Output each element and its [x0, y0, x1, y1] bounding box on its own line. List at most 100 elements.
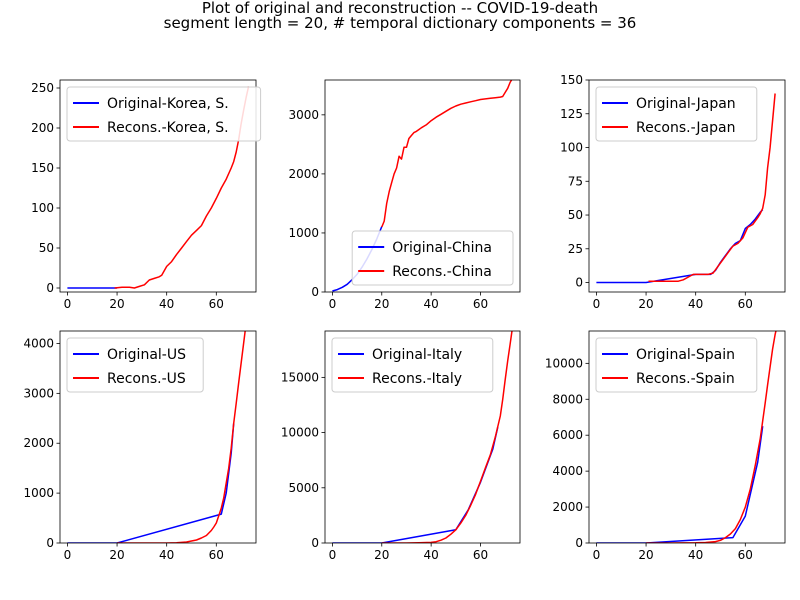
legend-entry: Original-China [392, 240, 492, 256]
y-tick-label: 100 [31, 201, 54, 215]
y-tick-label: 2000 [288, 167, 319, 181]
subplot-spain: 0 20 40 60 0 2000 4000 6000 8000 10000 Original-Sp… [545, 330, 786, 562]
x-tick-label: 40 [688, 548, 703, 562]
y-tick-label: 200 [31, 121, 54, 135]
legend-box [595, 337, 758, 393]
subplot-china: 0 20 40 60 0 1000 2000 3000 Original-China Recons… [288, 79, 521, 311]
x-tick-label: 60 [738, 548, 753, 562]
x-tick-label: 0 [64, 548, 72, 562]
reconstruction-line-korea-s [114, 86, 250, 289]
y-tick-label: 50 [39, 241, 54, 255]
legend-entry: Original-Korea, S. [107, 96, 229, 112]
y-tick-label: 125 [560, 107, 583, 121]
y-tick-label: 5000 [288, 481, 319, 495]
legend-box [331, 337, 494, 393]
axes-frame [588, 330, 786, 544]
legend-entry: Recons.-Korea, S. [107, 120, 229, 136]
reconstruction-line-us [117, 331, 246, 543]
x-tick-label: 0 [593, 297, 601, 311]
y-tick-label: 10000 [281, 426, 319, 440]
reconstruction-line-japan [648, 93, 776, 282]
x-tick-label: 20 [374, 548, 389, 562]
x-tick-label: 60 [209, 548, 224, 562]
x-tick-label: 40 [159, 548, 174, 562]
legend-italy: Original-Italy Recons.-Italy [331, 337, 494, 393]
x-tick-label: 40 [423, 548, 438, 562]
legend-entry: Original-Italy [372, 347, 462, 363]
x-tick-label: 0 [329, 297, 337, 311]
legend-spain: Original-Spain Recons.-Spain [595, 337, 758, 393]
y-tick-label: 0 [575, 276, 583, 290]
x-tick-label: 20 [109, 548, 124, 562]
legend-entry: Recons.-Spain [636, 371, 735, 387]
y-tick-label: 2000 [552, 500, 583, 514]
y-tick-label: 50 [568, 208, 583, 222]
axes-frame [324, 79, 521, 293]
legend-us: Original-US Recons.-US [66, 337, 204, 393]
axes-frame [324, 330, 521, 544]
y-tick-label: 2000 [23, 436, 54, 450]
x-tick-label: 20 [638, 548, 653, 562]
y-tick-label: 25 [568, 242, 583, 256]
legend-box [595, 86, 758, 142]
y-tick-label: 8000 [552, 392, 583, 406]
legend-korea-s: Original-Korea, S. Recons.-Korea, S. [66, 86, 262, 142]
x-tick-label: 40 [159, 297, 174, 311]
x-tick-label: 0 [593, 548, 601, 562]
figure-subtitle: segment length = 20, # temporal dictiona… [163, 14, 637, 32]
legend-japan: Original-Japan Recons.-Japan [595, 86, 758, 142]
y-tick-label: 0 [311, 285, 319, 299]
y-tick-label: 250 [31, 81, 54, 95]
y-tick-label: 150 [31, 161, 54, 175]
x-tick-label: 20 [638, 297, 653, 311]
reconstruction-line-spain [646, 331, 777, 543]
y-tick-label: 0 [46, 281, 54, 295]
x-tick-label: 40 [688, 297, 703, 311]
y-tick-label: 4000 [23, 336, 54, 350]
y-tick-label: 0 [46, 536, 54, 550]
legend-box [66, 86, 262, 142]
subplot-japan: 0 20 40 60 0 25 50 75 100 125 150 Original-Japan Rec… [560, 73, 786, 311]
x-tick-label: 40 [423, 297, 438, 311]
figure-title: Plot of original and reconstruction -- C… [201, 0, 599, 17]
subplot-korea-s: 0 20 40 60 0 50 100 150 200 250 Original-Korea, S.… [31, 79, 262, 311]
y-tick-label: 75 [568, 174, 583, 188]
y-tick-label: 1000 [23, 486, 54, 500]
legend-entry: Original-Spain [636, 347, 735, 363]
x-tick-label: 0 [329, 548, 337, 562]
axes-frame [59, 79, 257, 293]
original-line-japan [596, 209, 764, 284]
axes-frame [588, 79, 786, 293]
legend-entry: Recons.-China [392, 264, 492, 280]
legend-entry: Recons.-US [107, 371, 186, 387]
y-tick-label: 0 [575, 536, 583, 550]
subplot-us: 0 20 40 60 0 1000 2000 3000 4000 Original-US Recon… [23, 330, 257, 562]
original-line-us [67, 423, 235, 543]
y-tick-label: 6000 [552, 428, 583, 442]
reconstruction-line-italy [381, 331, 513, 543]
legend-entry: Recons.-Italy [372, 371, 462, 387]
x-tick-label: 60 [473, 548, 488, 562]
original-line-italy [332, 426, 499, 543]
reconstruction-line-china [381, 80, 513, 228]
legend-china: Original-China Recons.-China [351, 230, 514, 286]
y-tick-label: 3000 [288, 108, 319, 122]
y-tick-label: 150 [560, 73, 583, 87]
x-tick-label: 60 [738, 297, 753, 311]
x-tick-label: 60 [473, 297, 488, 311]
y-tick-label: 10000 [545, 356, 583, 370]
y-tick-label: 1000 [288, 226, 319, 240]
legend-entry: Original-US [107, 347, 186, 363]
legend-box [66, 337, 204, 393]
y-tick-label: 15000 [281, 370, 319, 384]
x-tick-label: 60 [209, 297, 224, 311]
y-tick-label: 100 [560, 141, 583, 155]
x-tick-label: 20 [109, 297, 124, 311]
y-tick-label: 3000 [23, 386, 54, 400]
y-tick-label: 0 [311, 536, 319, 550]
legend-entry: Original-Japan [636, 96, 736, 112]
axes-frame [59, 330, 257, 544]
y-tick-label: 4000 [552, 464, 583, 478]
